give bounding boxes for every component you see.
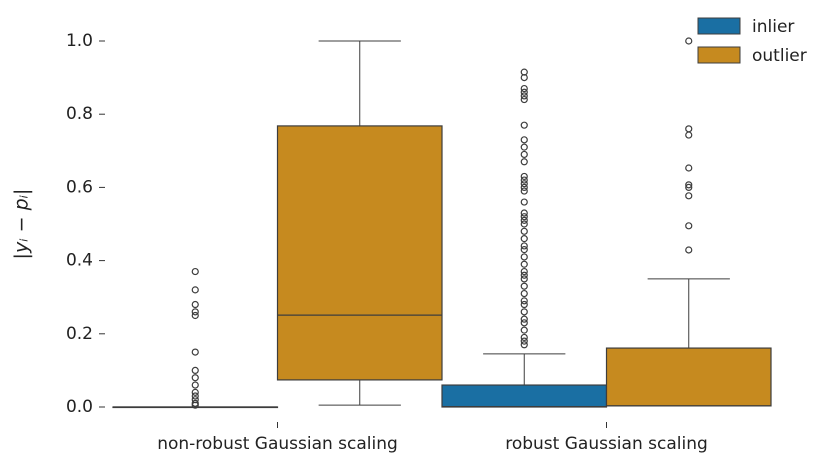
flier [685,164,693,172]
flier [520,187,528,195]
flier [520,308,528,316]
flier [520,216,528,224]
flier [520,282,528,290]
box [441,384,608,408]
flier [520,242,528,250]
flier [520,333,528,342]
flier [520,143,528,151]
flier [191,267,199,276]
box [605,347,772,407]
flier [520,227,528,235]
flier [520,260,528,268]
flier [191,374,199,382]
flier [520,73,528,82]
flier [685,125,693,133]
flier [520,341,528,349]
flier [685,222,693,230]
flier [520,271,528,279]
flier [520,183,528,191]
flier [520,180,528,188]
flier [520,300,528,309]
flier [520,176,528,184]
y-tick-label: 0.6 [66,177,93,197]
flier [685,37,693,45]
flier [685,192,693,200]
flier [520,84,528,93]
flier [520,275,528,283]
flier [520,92,528,100]
flier [191,308,199,316]
legend-swatch [697,17,741,35]
y-tick-label: 1.0 [66,31,93,51]
flier [520,289,528,298]
y-tick-label: 0.4 [66,251,93,271]
flier [685,131,693,139]
flier [191,392,199,400]
legend-label: outlier [752,46,807,66]
flier [520,297,528,305]
flier [191,366,199,374]
flier [520,88,528,96]
y-tick-label: 0.0 [66,397,93,417]
flier [520,213,528,221]
flier [520,220,528,228]
box [276,125,443,381]
y-tick-label: 0.8 [66,104,93,124]
flier [191,286,199,294]
flier [520,235,528,243]
flier [685,246,693,254]
flier [520,172,528,181]
flier [520,315,528,323]
y-axis-label: |yᵢ − pᵢ| [11,189,33,260]
legend-label: inlier [752,17,794,37]
flier [191,401,199,409]
flier [520,209,528,217]
flier [520,326,528,334]
flier [520,158,528,166]
x-tick-label: non-robust Gaussian scaling [157,434,398,454]
flier [191,300,199,309]
x-tick-label: robust Gaussian scaling [505,434,708,454]
flier [520,246,528,254]
flier [191,388,199,396]
flier [520,337,528,345]
flier [520,253,528,261]
flier [520,267,528,276]
flier [520,150,528,159]
y-tick-label: 0.2 [66,324,93,344]
flier [520,95,528,104]
flier [191,348,199,356]
flier [520,121,528,129]
flier [685,181,693,189]
flier [191,381,199,389]
flier [520,136,528,144]
flier [520,198,528,206]
flier [520,319,528,327]
flier [191,311,199,320]
legend-swatch [697,46,741,64]
flier [685,183,693,191]
